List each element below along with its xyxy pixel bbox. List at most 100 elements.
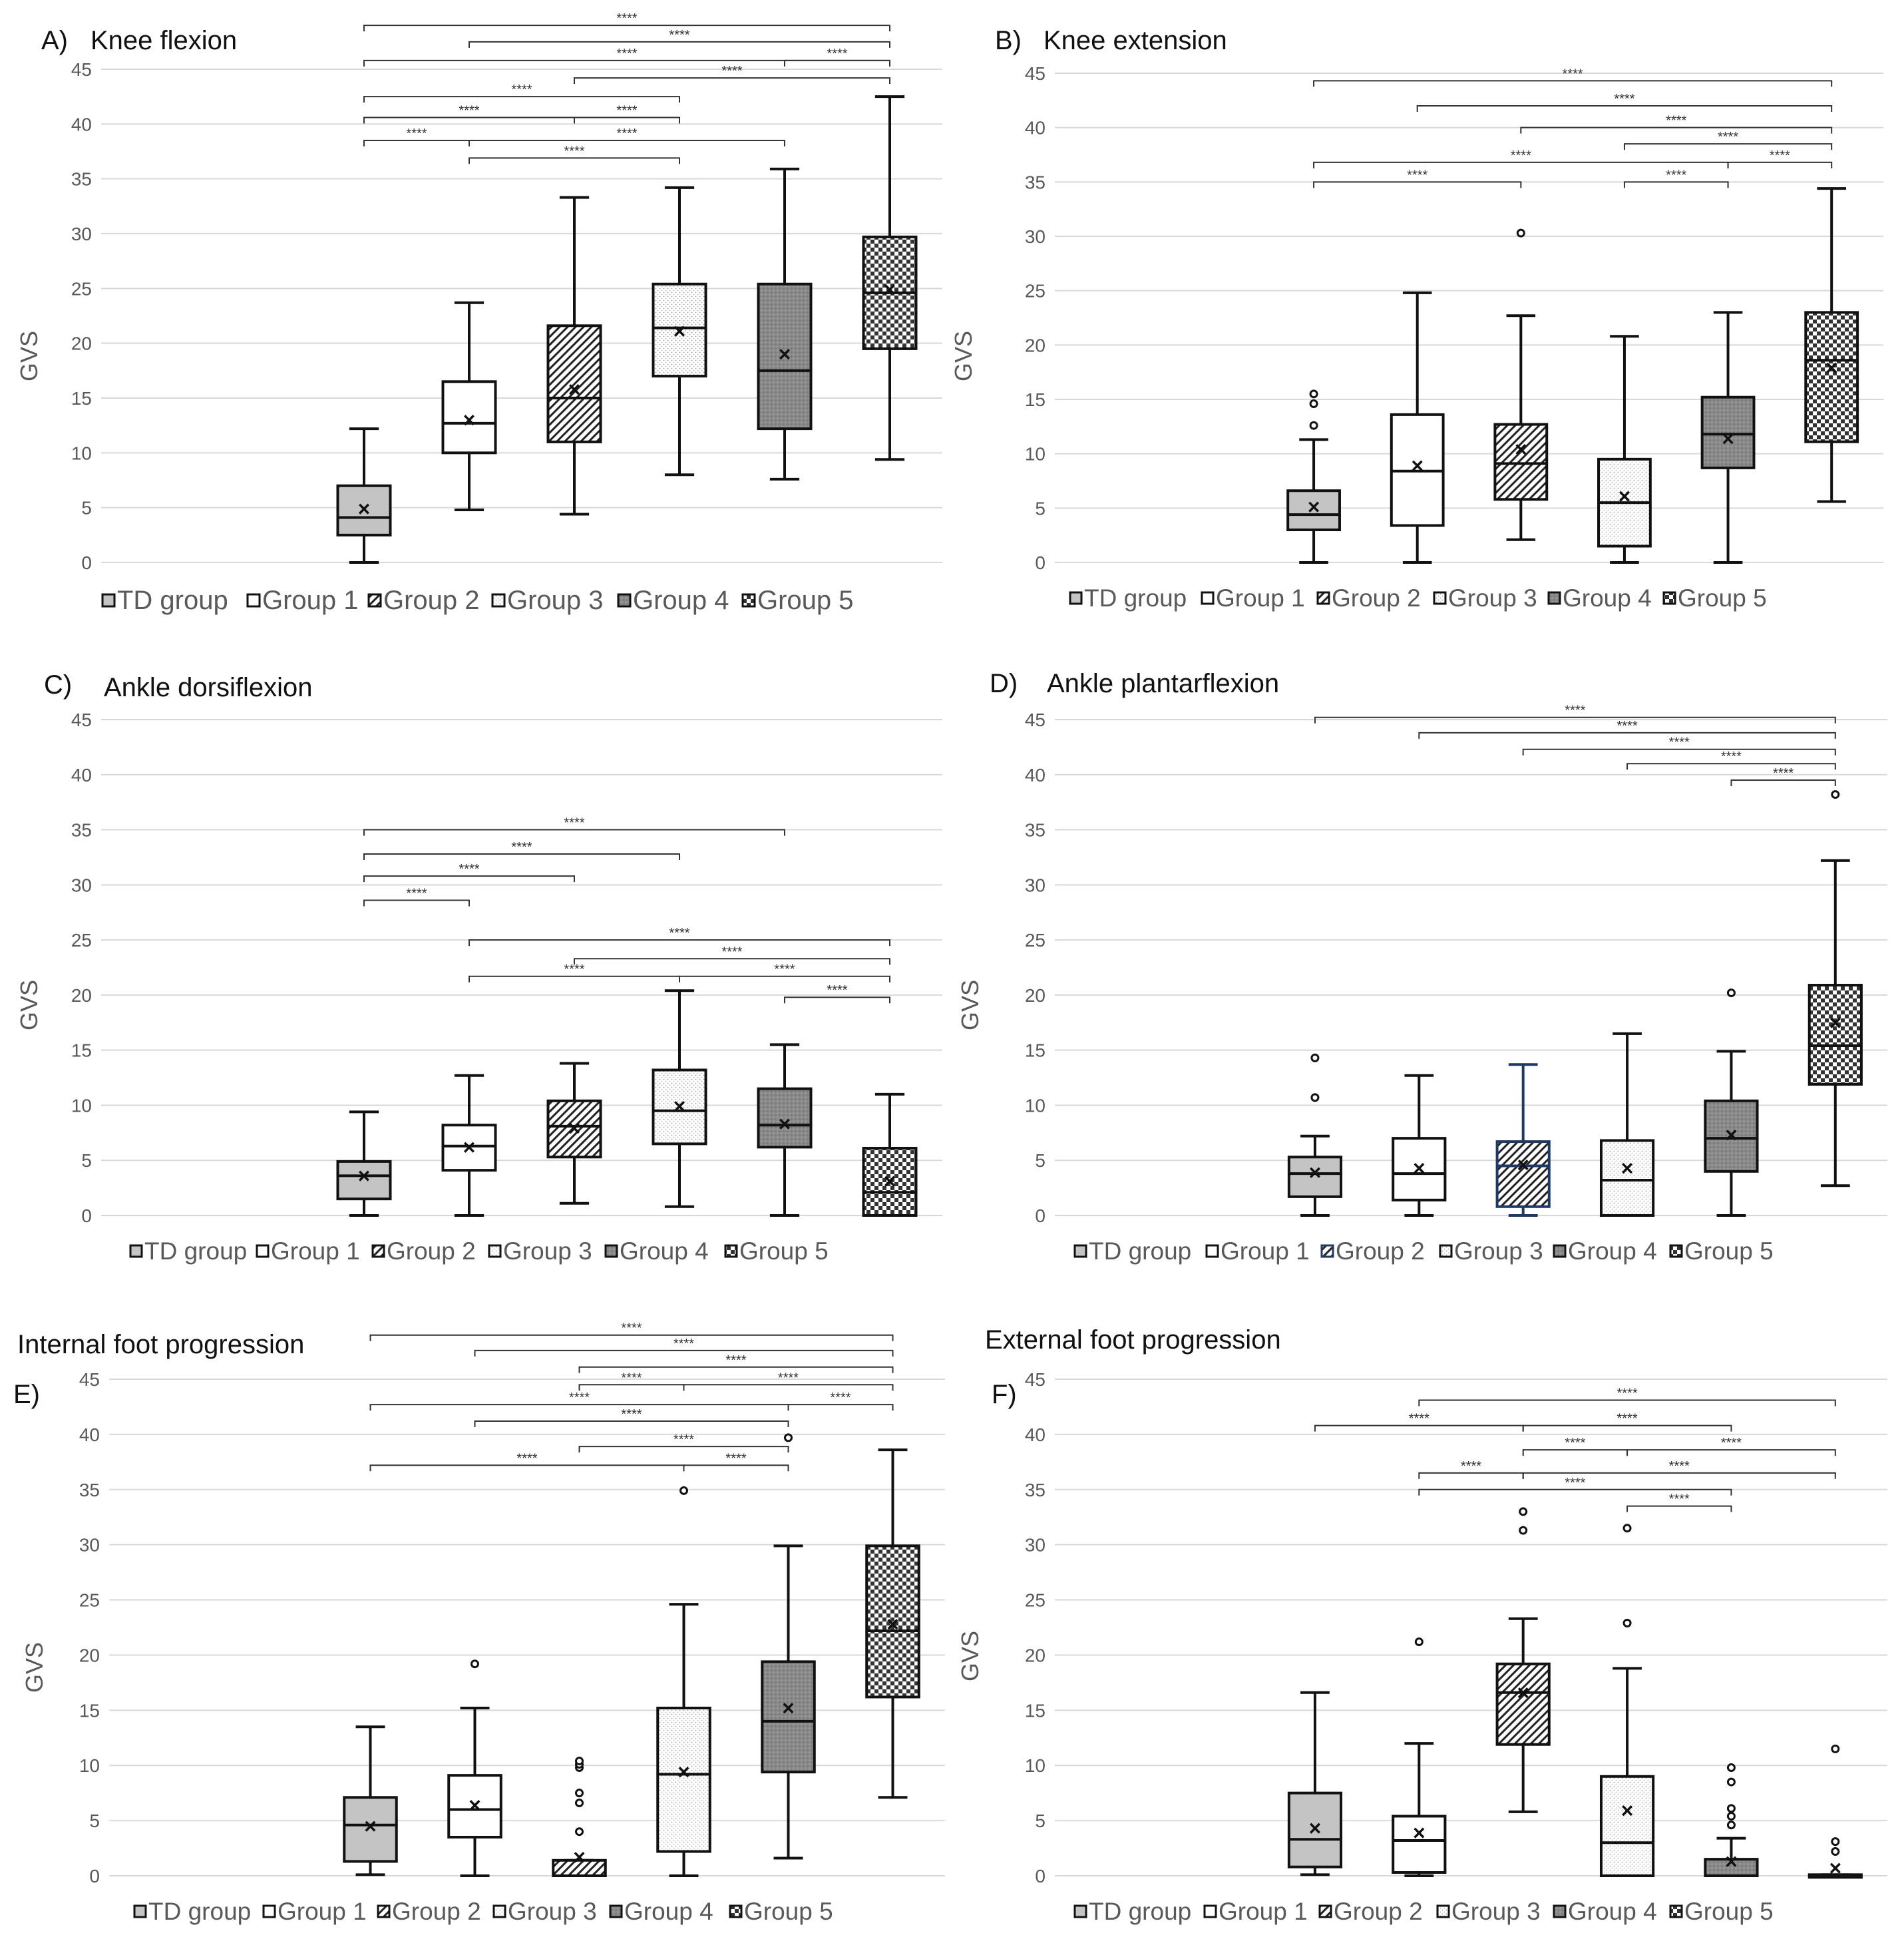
legend-label-group-3: Group 3	[1454, 1237, 1543, 1265]
bracket-line	[683, 1384, 894, 1391]
significance-label: ****	[1617, 1386, 1637, 1401]
y-tick-label: 40	[71, 765, 92, 785]
iqr-box	[1704, 1099, 1759, 1173]
y-tick-label: 45	[1025, 1369, 1046, 1390]
significance-label: ****	[459, 862, 479, 877]
box-group-5: ×	[862, 95, 918, 461]
legend-label-group-4: Group 4	[633, 586, 729, 615]
box-td-group: ×	[1287, 1053, 1343, 1217]
iqr-box	[1495, 1662, 1551, 1746]
panel-letter: F)	[992, 1380, 1017, 1409]
box-td-group: ×	[1287, 1691, 1343, 1876]
bracket-line	[369, 1334, 894, 1341]
outlier-point	[1831, 1744, 1840, 1753]
bracket-line	[469, 975, 680, 982]
significance-label: ****	[406, 126, 427, 141]
iqr-box	[1804, 311, 1859, 443]
bracket-line	[679, 975, 890, 982]
outlier-point	[679, 1486, 688, 1495]
mean-marker: ×	[1621, 1156, 1634, 1180]
panel-letter: E)	[13, 1380, 40, 1409]
panel-letter: A)	[41, 26, 68, 55]
iqr-box	[1704, 1858, 1759, 1877]
bracket-line	[363, 25, 890, 32]
box-group-3: ×	[656, 1486, 711, 1877]
outlier-point	[1516, 228, 1525, 238]
box-group-4: ×	[1700, 311, 1756, 564]
outlier-point	[1726, 1811, 1736, 1821]
significance-bracket: ****	[1522, 1412, 1732, 1432]
iqr-box	[1599, 1775, 1655, 1878]
bracket-line	[578, 1366, 894, 1373]
y-tick-label: 5	[1035, 1150, 1046, 1171]
legend-swatch-group-5	[724, 1244, 738, 1258]
outlier-point	[1831, 1847, 1840, 1856]
bracket-line	[574, 77, 890, 85]
y-axis-label: GVS	[21, 1642, 48, 1693]
legend: TD group Group 1 Group 2 Group 3 Group 4 Grou…	[101, 586, 854, 615]
legend-label-td-group: TD group	[1089, 1237, 1191, 1265]
y-tick-label: 15	[71, 388, 92, 409]
y-tick-label: 35	[1025, 1480, 1046, 1500]
outlier-point	[1310, 1053, 1320, 1062]
y-tick-label: 25	[1025, 281, 1046, 302]
mean-marker: ×	[364, 1814, 377, 1838]
mean-marker: ×	[1621, 1799, 1634, 1823]
significance-bracket: ****	[363, 840, 680, 860]
legend-swatch-group-3	[488, 1244, 502, 1258]
bracket-line	[1730, 779, 1836, 787]
y-tick-label: 10	[1025, 444, 1046, 465]
bracket-line	[469, 939, 890, 947]
mean-marker: ×	[573, 1845, 586, 1869]
significance-label: ****	[1669, 1459, 1690, 1474]
iqr-box	[441, 1124, 497, 1172]
bracket-line	[578, 1384, 685, 1391]
y-tick-label: 40	[79, 1424, 100, 1445]
significance-label: ****	[511, 840, 532, 855]
significance-label: ****	[725, 1353, 746, 1368]
significance-label: ****	[721, 945, 742, 959]
y-tick-label: 20	[1025, 335, 1046, 355]
significance-label: ****	[1565, 704, 1585, 718]
legend-label-group-3: Group 3	[503, 1237, 592, 1265]
y-tick-label: 45	[1025, 710, 1046, 730]
mean-marker: ×	[358, 497, 371, 521]
significance-bracket: ****	[363, 862, 575, 883]
legend: TD group Group 1 Group 2 Group 3 Group 4 Grou…	[133, 1898, 833, 1925]
legend-swatch-td-group	[129, 1244, 143, 1258]
legend-swatch-group-3	[491, 593, 506, 608]
bracket-line	[1626, 763, 1836, 770]
y-tick-label: 15	[1025, 389, 1046, 410]
panel-letter: C)	[44, 670, 72, 700]
significance-bracket: ****	[574, 103, 680, 124]
iqr-box	[1808, 983, 1863, 1086]
y-tick-label: 5	[89, 1811, 100, 1831]
y-tick-label: 30	[1025, 875, 1046, 895]
significance-label: ****	[774, 963, 795, 977]
panel-title: Knee flexion	[91, 26, 237, 55]
mean-marker: ×	[1618, 484, 1631, 508]
mean-marker: ×	[673, 320, 686, 343]
plot-area: 0 5 10 15 20 25 30 35 40 45 × × × × × × **** **** **** ****…	[71, 11, 942, 573]
y-tick-label: 45	[71, 59, 92, 80]
outlier-point	[784, 1433, 793, 1442]
box-group-2: ×	[546, 1062, 602, 1205]
significance-bracket: ****	[469, 144, 680, 164]
bracket-line	[1626, 1505, 1732, 1512]
outlier-point	[1519, 1507, 1528, 1516]
mean-marker: ×	[1829, 1856, 1841, 1880]
y-tick-label: 30	[79, 1535, 100, 1556]
significance-label: ****	[673, 1337, 694, 1351]
significance-label: ****	[830, 1391, 851, 1405]
bracket-line	[578, 1446, 789, 1453]
significance-label: ****	[564, 144, 584, 158]
legend-swatch-group-5	[1662, 591, 1676, 605]
box-group-2: ×	[546, 196, 602, 516]
y-tick-label: 45	[1025, 63, 1046, 84]
iqr-box	[757, 1087, 813, 1149]
outlier-point	[1310, 1093, 1320, 1102]
legend-label-td-group: TD group	[148, 1898, 251, 1925]
legend-label-group-1: Group 1	[1219, 1898, 1308, 1925]
box-group-3: ×	[1599, 1032, 1655, 1217]
